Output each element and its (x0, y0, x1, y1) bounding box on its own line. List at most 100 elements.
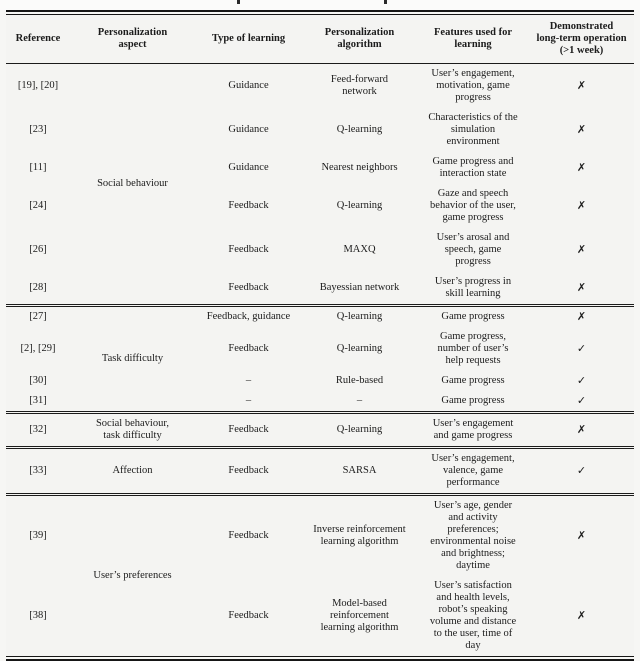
reference-cell: [28] (29, 282, 47, 293)
learning-type-cell: Feedback (228, 530, 269, 541)
personalization-approaches-table: Reference Personalization aspect Type of… (6, 15, 634, 656)
cross-mark: ✗ (576, 80, 587, 92)
reference-cell: [30] (29, 375, 47, 386)
table-row: [33] Affection Feedback SARSA User’s eng… (6, 448, 634, 495)
learning-type-cell: Feedback (228, 465, 269, 476)
cross-mark: ✗ (576, 282, 587, 294)
table-row: [32] Social behaviour, task difficulty F… (6, 413, 634, 448)
features-cell: Characteristics of the simulation enviro… (428, 112, 518, 147)
section-social-behaviour: [19], [20] Social behaviour Guidance Fee… (6, 64, 634, 306)
check-mark: ✓ (576, 395, 587, 407)
cross-mark: ✗ (576, 311, 587, 323)
reference-cell: [11] (29, 162, 47, 173)
header-personalization-aspect: Personalization aspect (97, 27, 168, 50)
algorithm-cell: Q-learning (336, 124, 383, 135)
features-cell: Game progress and interaction state (432, 156, 514, 179)
cross-mark: ✗ (576, 124, 587, 136)
cropped-caption-strip (0, 0, 640, 10)
features-cell: Game progress (441, 375, 505, 386)
reference-cell: [27] (29, 311, 47, 322)
check-mark: ✓ (576, 343, 587, 355)
header-features-used: Features used for learning (434, 27, 512, 50)
algorithm-cell: Model-based reinforcement learning algor… (320, 598, 399, 633)
section-social-task: [32] Social behaviour, task difficulty F… (6, 412, 634, 448)
header-reference: Reference (15, 33, 61, 44)
learning-type-cell: Feedback, guidance (206, 311, 291, 322)
learning-type-cell: Feedback (228, 282, 269, 293)
table-row: [11] Guidance Nearest neighbors Game pro… (6, 152, 634, 184)
learning-type-cell: – (245, 395, 252, 406)
algorithm-cell: MAXQ (343, 244, 376, 255)
aspect-cell: Social behaviour (97, 178, 168, 189)
table-row: [31] – – Game progress ✓ (6, 391, 634, 413)
features-cell: User’s engagement, valence, game perform… (431, 453, 515, 488)
learning-type-cell: Feedback (228, 610, 269, 621)
cross-mark: ✗ (576, 530, 587, 542)
table-header: Reference Personalization aspect Type of… (6, 15, 634, 64)
learning-type-cell: – (245, 375, 252, 386)
learning-type-cell: Feedback (228, 424, 269, 435)
learning-type-cell: Feedback (228, 200, 269, 211)
header-type-of-learning: Type of learning (211, 33, 286, 44)
algorithm-cell: Q-learning (336, 424, 383, 435)
check-mark: ✓ (576, 465, 587, 477)
algorithm-cell: Rule-based (335, 375, 384, 386)
reference-cell: [19], [20] (17, 80, 59, 91)
reference-cell: [26] (29, 244, 47, 255)
reference-cell: [38] (29, 610, 47, 621)
learning-type-cell: Guidance (228, 162, 269, 173)
algorithm-cell: Q-learning (336, 343, 383, 354)
cross-mark: ✗ (576, 200, 587, 212)
reference-cell: [2], [29] (20, 343, 56, 354)
learning-type-cell: Feedback (228, 244, 269, 255)
features-cell: Game progress (441, 395, 505, 406)
algorithm-cell: Bayessian network (319, 282, 400, 293)
table-row: [28] Feedback Bayessian network User’s p… (6, 272, 634, 306)
reference-cell: [31] (29, 395, 47, 406)
table-row: [19], [20] Social behaviour Guidance Fee… (6, 64, 634, 189)
table-row: [2], [29] Feedback Q-learning Game progr… (6, 327, 634, 371)
cross-mark: ✗ (576, 162, 587, 174)
algorithm-cell: SARSA (342, 465, 377, 476)
aspect-cell: Social behaviour, task difficulty (95, 418, 170, 441)
table-row: [26] Feedback MAXQ User’s arosal and spe… (6, 228, 634, 272)
section-affection: [33] Affection Feedback SARSA User’s eng… (6, 447, 634, 495)
table-row: [39] User’s preferences Feedback Inverse… (6, 495, 634, 581)
section-user-preferences: [39] User’s preferences Feedback Inverse… (6, 494, 634, 657)
features-cell: User’s arosal and speech, game progress (436, 232, 510, 267)
algorithm-cell: Inverse reinforcement learning algorithm (313, 524, 406, 547)
aspect-cell: User’s preferences (93, 570, 172, 581)
reference-cell: [39] (29, 530, 47, 541)
cross-mark: ✗ (576, 610, 587, 622)
aspect-cell: Affection (112, 465, 153, 476)
reference-cell: [33] (29, 465, 47, 476)
table-row: [30] – Rule-based Game progress ✓ (6, 371, 634, 391)
learning-type-cell: Feedback (228, 343, 269, 354)
features-cell: Gaze and speech behavior of the user, ga… (430, 188, 516, 223)
features-cell: User’s progress in skill learning (434, 276, 512, 299)
reference-cell: [24] (29, 200, 47, 211)
caption-descender-mark (237, 0, 240, 4)
reference-cell: [32] (29, 424, 47, 435)
learning-type-cell: Guidance (228, 80, 269, 91)
table-top-rule-thin (6, 14, 634, 15)
features-cell: User’s engagement, motivation, game prog… (431, 68, 515, 103)
section-task-difficulty: [27] Task difficulty Feedback, guidance … (6, 305, 634, 413)
algorithm-cell: – (356, 395, 363, 406)
algorithm-cell: Nearest neighbors (321, 162, 398, 173)
algorithm-cell: Q-learning (336, 200, 383, 211)
reference-cell: [23] (29, 124, 47, 135)
table-row: [24] Feedback Q-learning Gaze and speech… (6, 184, 634, 228)
features-cell: User’s satisfaction and health levels, r… (429, 580, 517, 651)
table-top-rule-thick (6, 10, 634, 12)
check-mark: ✓ (576, 375, 587, 387)
table-row: [27] Task difficulty Feedback, guidance … (6, 306, 634, 364)
aspect-cell: Task difficulty (101, 353, 164, 364)
cross-mark: ✗ (576, 424, 587, 436)
caption-descender-mark (384, 0, 387, 4)
table-row: [23] Guidance Q-learning Characteristics… (6, 108, 634, 152)
features-cell: Game progress (441, 311, 505, 322)
table-row: [38] Feedback Model-based reinforcement … (6, 576, 634, 656)
features-cell: User’s engagement and game progress (432, 418, 514, 441)
features-cell: User’s age, gender and activity preferen… (430, 500, 516, 571)
